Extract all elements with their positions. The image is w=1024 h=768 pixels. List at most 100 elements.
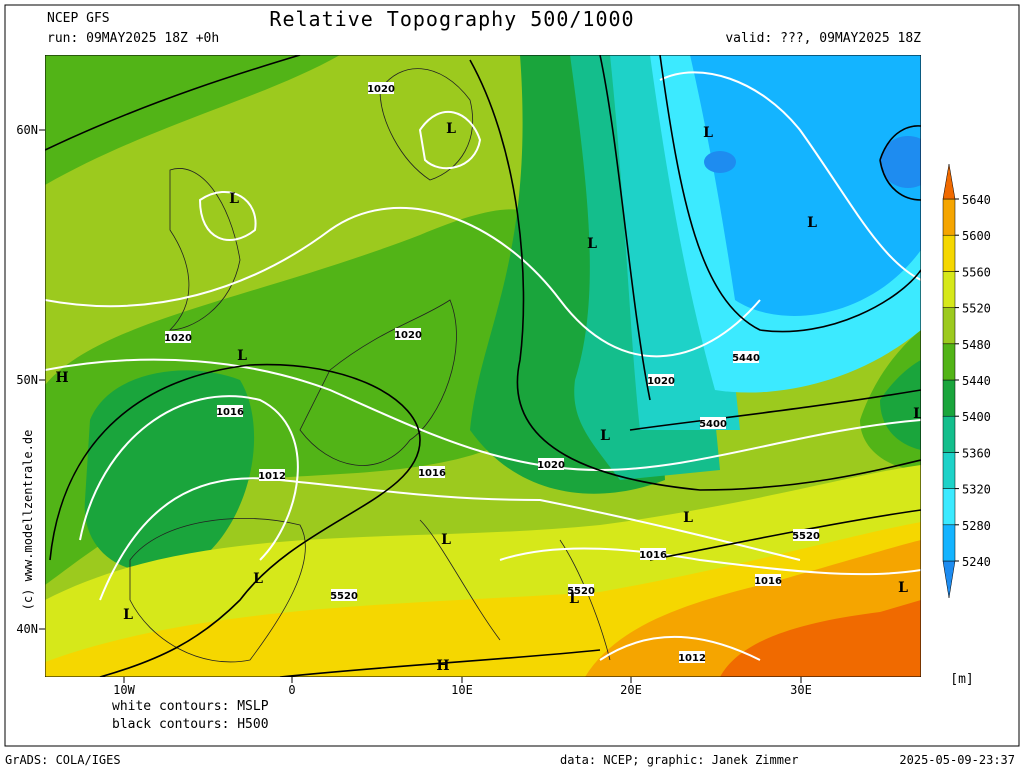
footer-center: data: NCEP; graphic: Janek Zimmer bbox=[560, 753, 798, 767]
colorbar-box bbox=[942, 415, 956, 453]
pressure-center: L bbox=[446, 121, 456, 137]
contour-label-bg bbox=[648, 374, 674, 386]
field-region bbox=[880, 136, 921, 188]
mslp-contour bbox=[418, 110, 482, 170]
contour-label: 1012 bbox=[258, 471, 286, 482]
h500-contour bbox=[469, 59, 921, 491]
coastline bbox=[299, 299, 457, 466]
lat-label: 60N bbox=[16, 123, 38, 137]
pressure-center: L bbox=[807, 215, 817, 231]
mslp-contour bbox=[99, 477, 801, 601]
colorbar-box bbox=[942, 271, 956, 308]
pressure-center: L bbox=[600, 428, 610, 444]
pressure-center: L bbox=[123, 607, 133, 623]
credit: (c) www.modellzentrale.de bbox=[21, 430, 35, 611]
pressure-center: H bbox=[55, 370, 68, 386]
colorbar-box bbox=[942, 234, 956, 272]
pressure-center: L bbox=[683, 510, 693, 526]
pressure-center: H bbox=[436, 658, 449, 674]
colorbar-box bbox=[942, 379, 956, 417]
mslp-contour bbox=[599, 635, 761, 661]
contour-label: 1016 bbox=[754, 576, 782, 587]
contour-label-bg bbox=[395, 328, 421, 340]
contour-label: 1020 bbox=[537, 460, 565, 471]
contour-label: 1016 bbox=[639, 550, 667, 561]
lon-label: 10E bbox=[451, 683, 473, 697]
colorbar-label: 5240 bbox=[962, 555, 991, 569]
colorbar-cap bbox=[942, 163, 956, 200]
h500-contour bbox=[45, 55, 301, 151]
contour-label-bg bbox=[331, 589, 357, 601]
colorbar-box bbox=[942, 307, 956, 345]
contour-label-bg bbox=[538, 458, 564, 470]
contour-label: 1020 bbox=[647, 376, 675, 387]
contour-label-bg bbox=[217, 405, 243, 417]
h500-contour bbox=[599, 55, 651, 401]
pressure-center: L bbox=[229, 191, 239, 207]
lat-label: 50N bbox=[16, 373, 38, 387]
coastline bbox=[379, 68, 473, 181]
map: 1020 1020 1020 1020 1020 1016 1016 1016 1016 1012… bbox=[45, 55, 923, 677]
legend-h500: black contours: H500 bbox=[112, 717, 269, 732]
contour-label: 1016 bbox=[216, 407, 244, 418]
legend-mslp: white contours: MSLP bbox=[112, 699, 269, 714]
field-region bbox=[720, 600, 921, 677]
field-region bbox=[45, 55, 340, 185]
title: Relative Topography 500/1000 bbox=[269, 7, 634, 31]
colorbar-unit: [m] bbox=[950, 672, 973, 687]
colorbar-label: 5320 bbox=[962, 483, 991, 497]
pressure-center: L bbox=[253, 571, 263, 587]
contour-label-bg bbox=[165, 331, 191, 343]
contour-label-bg bbox=[368, 82, 394, 94]
contour-label: 1016 bbox=[418, 468, 446, 479]
colorbar-label: 5560 bbox=[962, 265, 991, 279]
colorbar-box bbox=[942, 343, 956, 381]
mslp-contour bbox=[45, 207, 761, 358]
colorbar-box bbox=[942, 524, 956, 562]
pressure-center: L bbox=[898, 580, 908, 596]
contour-label: 5520 bbox=[567, 586, 595, 597]
h500-contour bbox=[629, 389, 921, 431]
colorbar-box bbox=[942, 452, 956, 489]
h500-contour bbox=[279, 649, 601, 677]
mslp-contour bbox=[499, 547, 921, 576]
contour-label: 1012 bbox=[678, 653, 706, 664]
colorbar-box bbox=[942, 488, 956, 526]
colorbar-label: 5280 bbox=[962, 519, 991, 533]
coastline bbox=[419, 519, 611, 661]
contour-label-bg bbox=[733, 351, 759, 363]
colorbar-label: 5360 bbox=[962, 446, 991, 460]
footer-left: GrADS: COLA/IGES bbox=[5, 753, 121, 767]
contour-label: 5520 bbox=[792, 531, 820, 542]
coastline bbox=[129, 517, 306, 663]
colorbar-label: 5520 bbox=[962, 302, 991, 316]
field-region bbox=[84, 370, 255, 572]
contour-label-bg bbox=[568, 584, 594, 596]
contour-label-bg bbox=[419, 466, 445, 478]
contour-label: 5400 bbox=[699, 419, 727, 430]
contour-label: 1020 bbox=[164, 333, 192, 344]
coastline bbox=[169, 168, 241, 331]
pressure-center: L bbox=[913, 406, 923, 422]
contour-label: 1020 bbox=[367, 84, 395, 95]
contour-label: 5520 bbox=[330, 591, 358, 602]
lon-label: 20E bbox=[620, 683, 642, 697]
mslp-contour bbox=[198, 190, 257, 241]
contour-label-bg bbox=[700, 417, 726, 429]
mslp-contour bbox=[79, 395, 299, 561]
colorbar-label: 5400 bbox=[962, 410, 991, 424]
field-region bbox=[880, 360, 921, 450]
colorbar-label: 5440 bbox=[962, 374, 991, 388]
colorbar-label: 5480 bbox=[962, 338, 991, 352]
valid: valid: ???, 09MAY2025 18Z bbox=[725, 31, 921, 46]
field-region bbox=[690, 55, 921, 316]
contour-label-bg bbox=[640, 548, 666, 560]
field-region bbox=[704, 151, 736, 173]
pressure-center: L bbox=[441, 532, 451, 548]
colorbar-label: 5600 bbox=[962, 229, 991, 243]
contour-label: 5440 bbox=[732, 353, 760, 364]
colorbar-box bbox=[942, 198, 956, 236]
lon-label: 0 bbox=[288, 683, 295, 697]
